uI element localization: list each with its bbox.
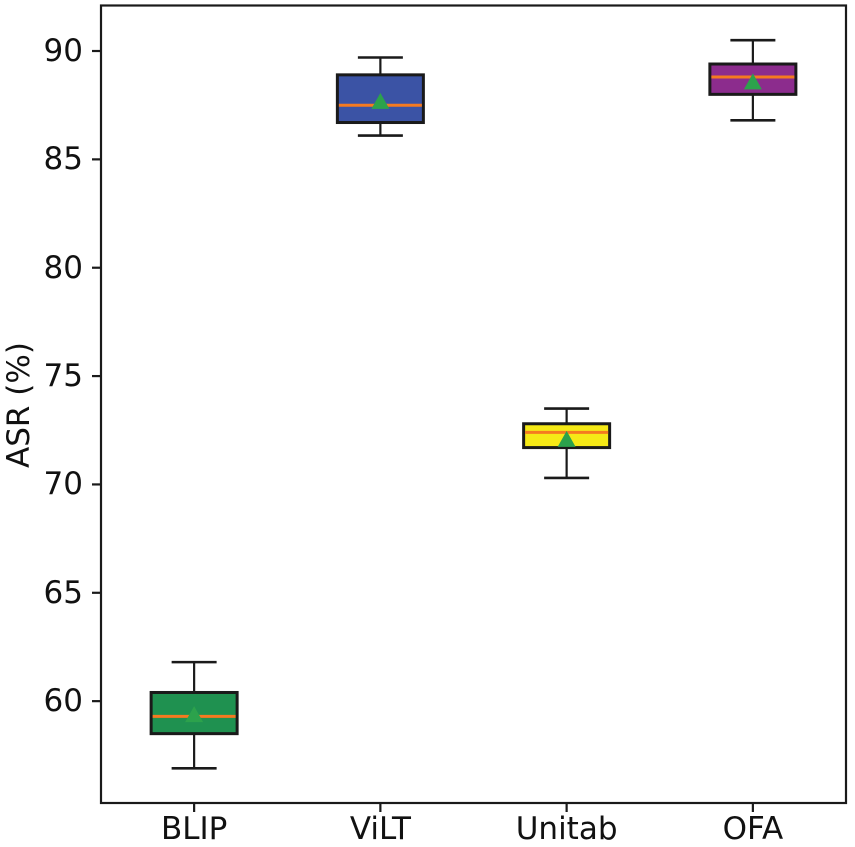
y-tick-label-85: 85 bbox=[43, 141, 83, 178]
mean-marker-unitab bbox=[557, 430, 576, 447]
y-tick-label-80: 80 bbox=[43, 249, 83, 286]
boxplot-vilt bbox=[335, 56, 425, 137]
mean-marker-blip bbox=[185, 706, 204, 723]
mean-marker-ofa bbox=[743, 73, 762, 90]
y-tick-label-75: 75 bbox=[43, 358, 83, 395]
boxplot-ofa bbox=[708, 38, 798, 122]
boxplot-unitab bbox=[522, 407, 612, 480]
y-tick-label-90: 90 bbox=[43, 33, 83, 69]
mean-marker-vilt bbox=[371, 92, 390, 109]
y-tick-label-65: 65 bbox=[43, 574, 83, 611]
x-tick-label-ofa: OFA bbox=[722, 811, 784, 847]
boxplot-blip bbox=[149, 660, 239, 770]
plot-frame bbox=[99, 4, 848, 805]
x-tick-label-blip: BLIP bbox=[160, 811, 228, 847]
x-tick-label-vilt: ViLT bbox=[349, 811, 411, 847]
y-tick-label-60: 60 bbox=[43, 683, 83, 720]
x-tick-label-unitab: Unitab bbox=[515, 811, 618, 847]
y-tick-label-70: 70 bbox=[43, 466, 83, 503]
